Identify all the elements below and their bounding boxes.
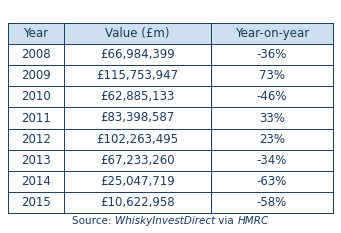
Text: 23%: 23% [259,133,285,146]
Text: -58%: -58% [257,196,287,209]
Text: -63%: -63% [257,175,287,188]
Text: £115,753,947: £115,753,947 [96,69,178,82]
Text: 2009: 2009 [21,69,51,82]
Text: via: via [216,216,237,226]
Text: Source:: Source: [72,216,115,226]
Bar [8,23,333,44]
Text: £67,233,260: £67,233,260 [100,154,175,167]
Text: -36%: -36% [257,48,287,61]
Text: Year-on-year: Year-on-year [235,27,309,40]
Text: 2011: 2011 [21,112,51,124]
Text: £102,263,495: £102,263,495 [96,133,178,146]
Text: HMRC: HMRC [237,216,269,226]
Text: -34%: -34% [257,154,287,167]
Text: 2014: 2014 [21,175,51,188]
Text: £62,885,133: £62,885,133 [100,90,175,103]
Text: 33%: 33% [259,112,285,124]
Text: Year: Year [24,27,48,40]
Text: 2015: 2015 [21,196,51,209]
Text: 2008: 2008 [21,48,51,61]
Text: 2012: 2012 [21,133,51,146]
Text: £25,047,719: £25,047,719 [100,175,175,188]
Text: £10,622,958: £10,622,958 [100,196,175,209]
Text: 2013: 2013 [21,154,51,167]
Text: Value (£m): Value (£m) [105,27,169,40]
Text: 73%: 73% [259,69,285,82]
Text: WhiskyInvestDirect: WhiskyInvestDirect [115,216,216,226]
Text: £66,984,399: £66,984,399 [100,48,175,61]
Text: £83,398,587: £83,398,587 [100,112,175,124]
Text: -46%: -46% [256,90,287,103]
Text: 2010: 2010 [21,90,51,103]
